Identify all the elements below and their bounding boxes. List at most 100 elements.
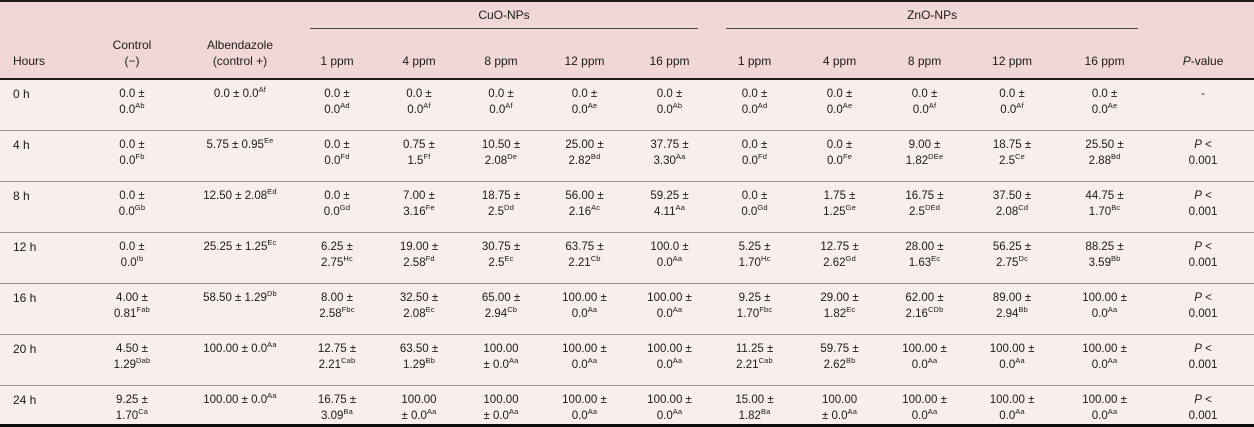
data-cell-cuo-8ppm: 100.00 ± 0.0Aa xyxy=(460,334,542,386)
data-cell-albendazole-control-positive: 25.25 ± 1.25Ec xyxy=(184,232,296,284)
data-cell-zno-16ppm: 0.0 ±0.0Ae xyxy=(1057,79,1153,131)
data-cell-control-negative: 4.00 ±0.81Fab xyxy=(80,283,184,335)
data-cell-control-negative: 0.0 ±0.0Ib xyxy=(80,232,184,284)
data-cell-zno-4ppm: 0.0 ±0.0Fe xyxy=(797,130,883,182)
data-cell-control-negative: 0.0 ±0.0Fb xyxy=(80,130,184,182)
data-cell-cuo-8ppm: 18.75 ±2.5Dd xyxy=(460,181,542,233)
data-cell-zno-16ppm: 100.00 ±0.0Aa xyxy=(1057,385,1153,424)
data-cell-zno-4ppm: 59.75 ±2.62Bb xyxy=(797,334,883,386)
data-cell-zno-4ppm: 0.0 ±0.0Ae xyxy=(797,79,883,131)
col-header-zno-1ppm: 1 ppm xyxy=(712,29,798,80)
data-cell-p-value: P <0.001 xyxy=(1152,334,1254,386)
data-cell-albendazole-control-positive: 58.50 ± 1.29Db xyxy=(184,283,296,335)
table-row: 4 h 0.0 ±0.0Fb 5.75 ± 0.95Ee 0.0 ±0.0Fd 0.75… xyxy=(0,130,1254,182)
col-group-zno-label: ZnO-NPs xyxy=(726,3,1139,29)
data-cell-zno-12ppm: 100.00 ±0.0Aa xyxy=(967,334,1058,386)
data-cell-cuo-12ppm: 100.00 ±0.0Aa xyxy=(542,334,627,386)
table-header: CuO-NPs ZnO-NPs Hours Control (−) Albendazo… xyxy=(0,2,1254,80)
data-cell-albendazole-control-positive: 12.50 ± 2.08Ed xyxy=(184,181,296,233)
data-cell-cuo-12ppm: 0.0 ±0.0Ae xyxy=(542,79,627,131)
data-cell-zno-12ppm: 37.50 ±2.08Cd xyxy=(967,181,1058,233)
data-cell-cuo-1ppm: 12.75 ±2.21Cab xyxy=(296,334,378,386)
col-header-control-negative: Control (−) xyxy=(80,29,184,80)
table-row: 20 h 4.50 ±1.29Dab 100.00 ± 0.0Aa 12.75 ±2.… xyxy=(0,334,1254,386)
data-cell-zno-1ppm: 9.25 ±1.70Fbc xyxy=(712,283,798,335)
data-cell-cuo-4ppm: 0.75 ±1.5Ff xyxy=(378,130,460,182)
data-cell-p-value: P <0.001 xyxy=(1152,181,1254,233)
data-cell-zno-8ppm: 100.00 ±0.0Aa xyxy=(882,334,968,386)
col-header-hours: Hours xyxy=(0,29,80,80)
data-cell-cuo-12ppm: 25.00 ±2.82Bd xyxy=(542,130,627,182)
table-body: 0 h 0.0 ±0.0Ab 0.0 ± 0.0Af 0.0 ±0.0Ad 0.0 ±0… xyxy=(0,79,1254,424)
table-row: 0 h 0.0 ±0.0Ab 0.0 ± 0.0Af 0.0 ±0.0Ad 0.0 ±0… xyxy=(0,79,1254,131)
col-header-cuo-1ppm: 1 ppm xyxy=(296,29,378,80)
data-cell-zno-4ppm: 12.75 ±2.62Gd xyxy=(797,232,883,284)
col-header-albendazole-control-positive: Albendazole (control +) xyxy=(184,29,296,80)
row-header: 16 h xyxy=(0,283,80,335)
column-header-row: Hours Control (−) Albendazole (control +) 1 p… xyxy=(0,29,1254,80)
data-cell-cuo-1ppm: 8.00 ±2.58Fbc xyxy=(296,283,378,335)
table-row: 16 h 4.00 ±0.81Fab 58.50 ± 1.29Db 8.00 ±2.5… xyxy=(0,283,1254,335)
data-cell-cuo-12ppm: 56.00 ±2.16Ac xyxy=(542,181,627,233)
group-spacer-right xyxy=(1152,2,1254,29)
data-cell-zno-1ppm: 11.25 ±2.21Cab xyxy=(712,334,798,386)
data-cell-zno-8ppm: 62.00 ±2.16CDb xyxy=(882,283,968,335)
data-cell-zno-8ppm: 16.75 ±2.5DEd xyxy=(882,181,968,233)
data-cell-zno-8ppm: 9.00 ±1.82DEe xyxy=(882,130,968,182)
data-cell-zno-4ppm: 29.00 ±1.82Ec xyxy=(797,283,883,335)
data-cell-control-negative: 0.0 ±0.0Ab xyxy=(80,79,184,131)
data-cell-albendazole-control-positive: 0.0 ± 0.0Af xyxy=(184,79,296,131)
data-cell-control-negative: 9.25 ±1.70Ca xyxy=(80,385,184,424)
col-header-cuo-12ppm: 12 ppm xyxy=(542,29,627,80)
row-header: 12 h xyxy=(0,232,80,284)
data-cell-zno-16ppm: 88.25 ±3.59Bb xyxy=(1057,232,1153,284)
data-cell-zno-16ppm: 25.50 ±2.88Bd xyxy=(1057,130,1153,182)
data-cell-zno-12ppm: 89.00 ±2.94Bb xyxy=(967,283,1058,335)
data-cell-p-value: - xyxy=(1152,79,1254,131)
data-cell-cuo-1ppm: 0.0 ±0.0Gd xyxy=(296,181,378,233)
col-header-zno-8ppm: 8 ppm xyxy=(882,29,968,80)
data-cell-cuo-4ppm: 100.00 ± 0.0Aa xyxy=(378,385,460,424)
data-cell-zno-4ppm: 100.00 ± 0.0Aa xyxy=(797,385,883,424)
col-header-cuo-16ppm: 16 ppm xyxy=(627,29,713,80)
data-cell-zno-12ppm: 56.25 ±2.75Dc xyxy=(967,232,1058,284)
col-header-cuo-4ppm: 4 ppm xyxy=(378,29,460,80)
data-cell-zno-16ppm: 100.00 ±0.0Aa xyxy=(1057,283,1153,335)
col-header-p-value: P-value xyxy=(1152,29,1254,80)
data-cell-p-value: P <0.001 xyxy=(1152,130,1254,182)
data-cell-zno-16ppm: 44.75 ±1.70Bc xyxy=(1057,181,1153,233)
data-cell-zno-1ppm: 0.0 ±0.0Ad xyxy=(712,79,798,131)
data-cell-cuo-4ppm: 19.00 ±2.58Fd xyxy=(378,232,460,284)
data-cell-cuo-1ppm: 0.0 ±0.0Fd xyxy=(296,130,378,182)
col-group-cuo-nps: CuO-NPs xyxy=(296,2,713,29)
col-group-zno-nps: ZnO-NPs xyxy=(712,2,1153,29)
data-cell-cuo-8ppm: 100.00 ± 0.0Aa xyxy=(460,385,542,424)
data-cell-zno-8ppm: 100.00 ±0.0Aa xyxy=(882,385,968,424)
data-cell-cuo-16ppm: 59.25 ±4.11Aa xyxy=(627,181,713,233)
data-cell-albendazole-control-positive: 100.00 ± 0.0Aa xyxy=(184,334,296,386)
table-row: 8 h 0.0 ±0.0Gb 12.50 ± 2.08Ed 0.0 ±0.0Gd 7.0… xyxy=(0,181,1254,233)
data-cell-cuo-8ppm: 0.0 ±0.0Af xyxy=(460,79,542,131)
data-cell-albendazole-control-positive: 5.75 ± 0.95Ee xyxy=(184,130,296,182)
data-cell-zno-1ppm: 0.0 ±0.0Gd xyxy=(712,181,798,233)
col-header-zno-16ppm: 16 ppm xyxy=(1057,29,1153,80)
data-cell-cuo-4ppm: 7.00 ±3.16Fe xyxy=(378,181,460,233)
data-cell-cuo-16ppm: 0.0 ±0.0Ab xyxy=(627,79,713,131)
col-header-zno-4ppm: 4 ppm xyxy=(797,29,883,80)
row-header: 20 h xyxy=(0,334,80,386)
data-cell-cuo-1ppm: 0.0 ±0.0Ad xyxy=(296,79,378,131)
data-cell-cuo-16ppm: 37.75 ±3.30Aa xyxy=(627,130,713,182)
data-cell-cuo-16ppm: 100.00 ±0.0Aa xyxy=(627,385,713,424)
row-header: 0 h xyxy=(0,79,80,131)
data-cell-cuo-4ppm: 0.0 ±0.0Af xyxy=(378,79,460,131)
data-cell-cuo-12ppm: 100.00 ±0.0Aa xyxy=(542,385,627,424)
data-cell-cuo-16ppm: 100.00 ±0.0Aa xyxy=(627,283,713,335)
data-cell-cuo-4ppm: 63.50 ±1.29Bb xyxy=(378,334,460,386)
data-cell-zno-12ppm: 18.75 ±2.5Ce xyxy=(967,130,1058,182)
col-header-zno-12ppm: 12 ppm xyxy=(967,29,1058,80)
data-cell-zno-12ppm: 100.00 ±0.0Aa xyxy=(967,385,1058,424)
data-cell-cuo-8ppm: 10.50 ±2.08De xyxy=(460,130,542,182)
row-header: 4 h xyxy=(0,130,80,182)
group-spacer-left xyxy=(0,2,296,29)
data-cell-p-value: P <0.001 xyxy=(1152,385,1254,424)
